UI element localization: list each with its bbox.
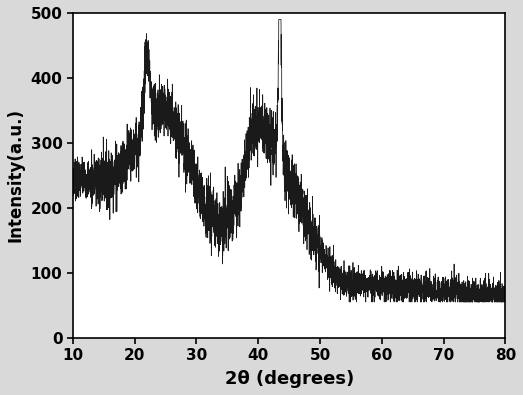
X-axis label: 2θ (degrees): 2θ (degrees): [224, 370, 354, 388]
Y-axis label: Intensity(a.u.): Intensity(a.u.): [7, 108, 25, 242]
